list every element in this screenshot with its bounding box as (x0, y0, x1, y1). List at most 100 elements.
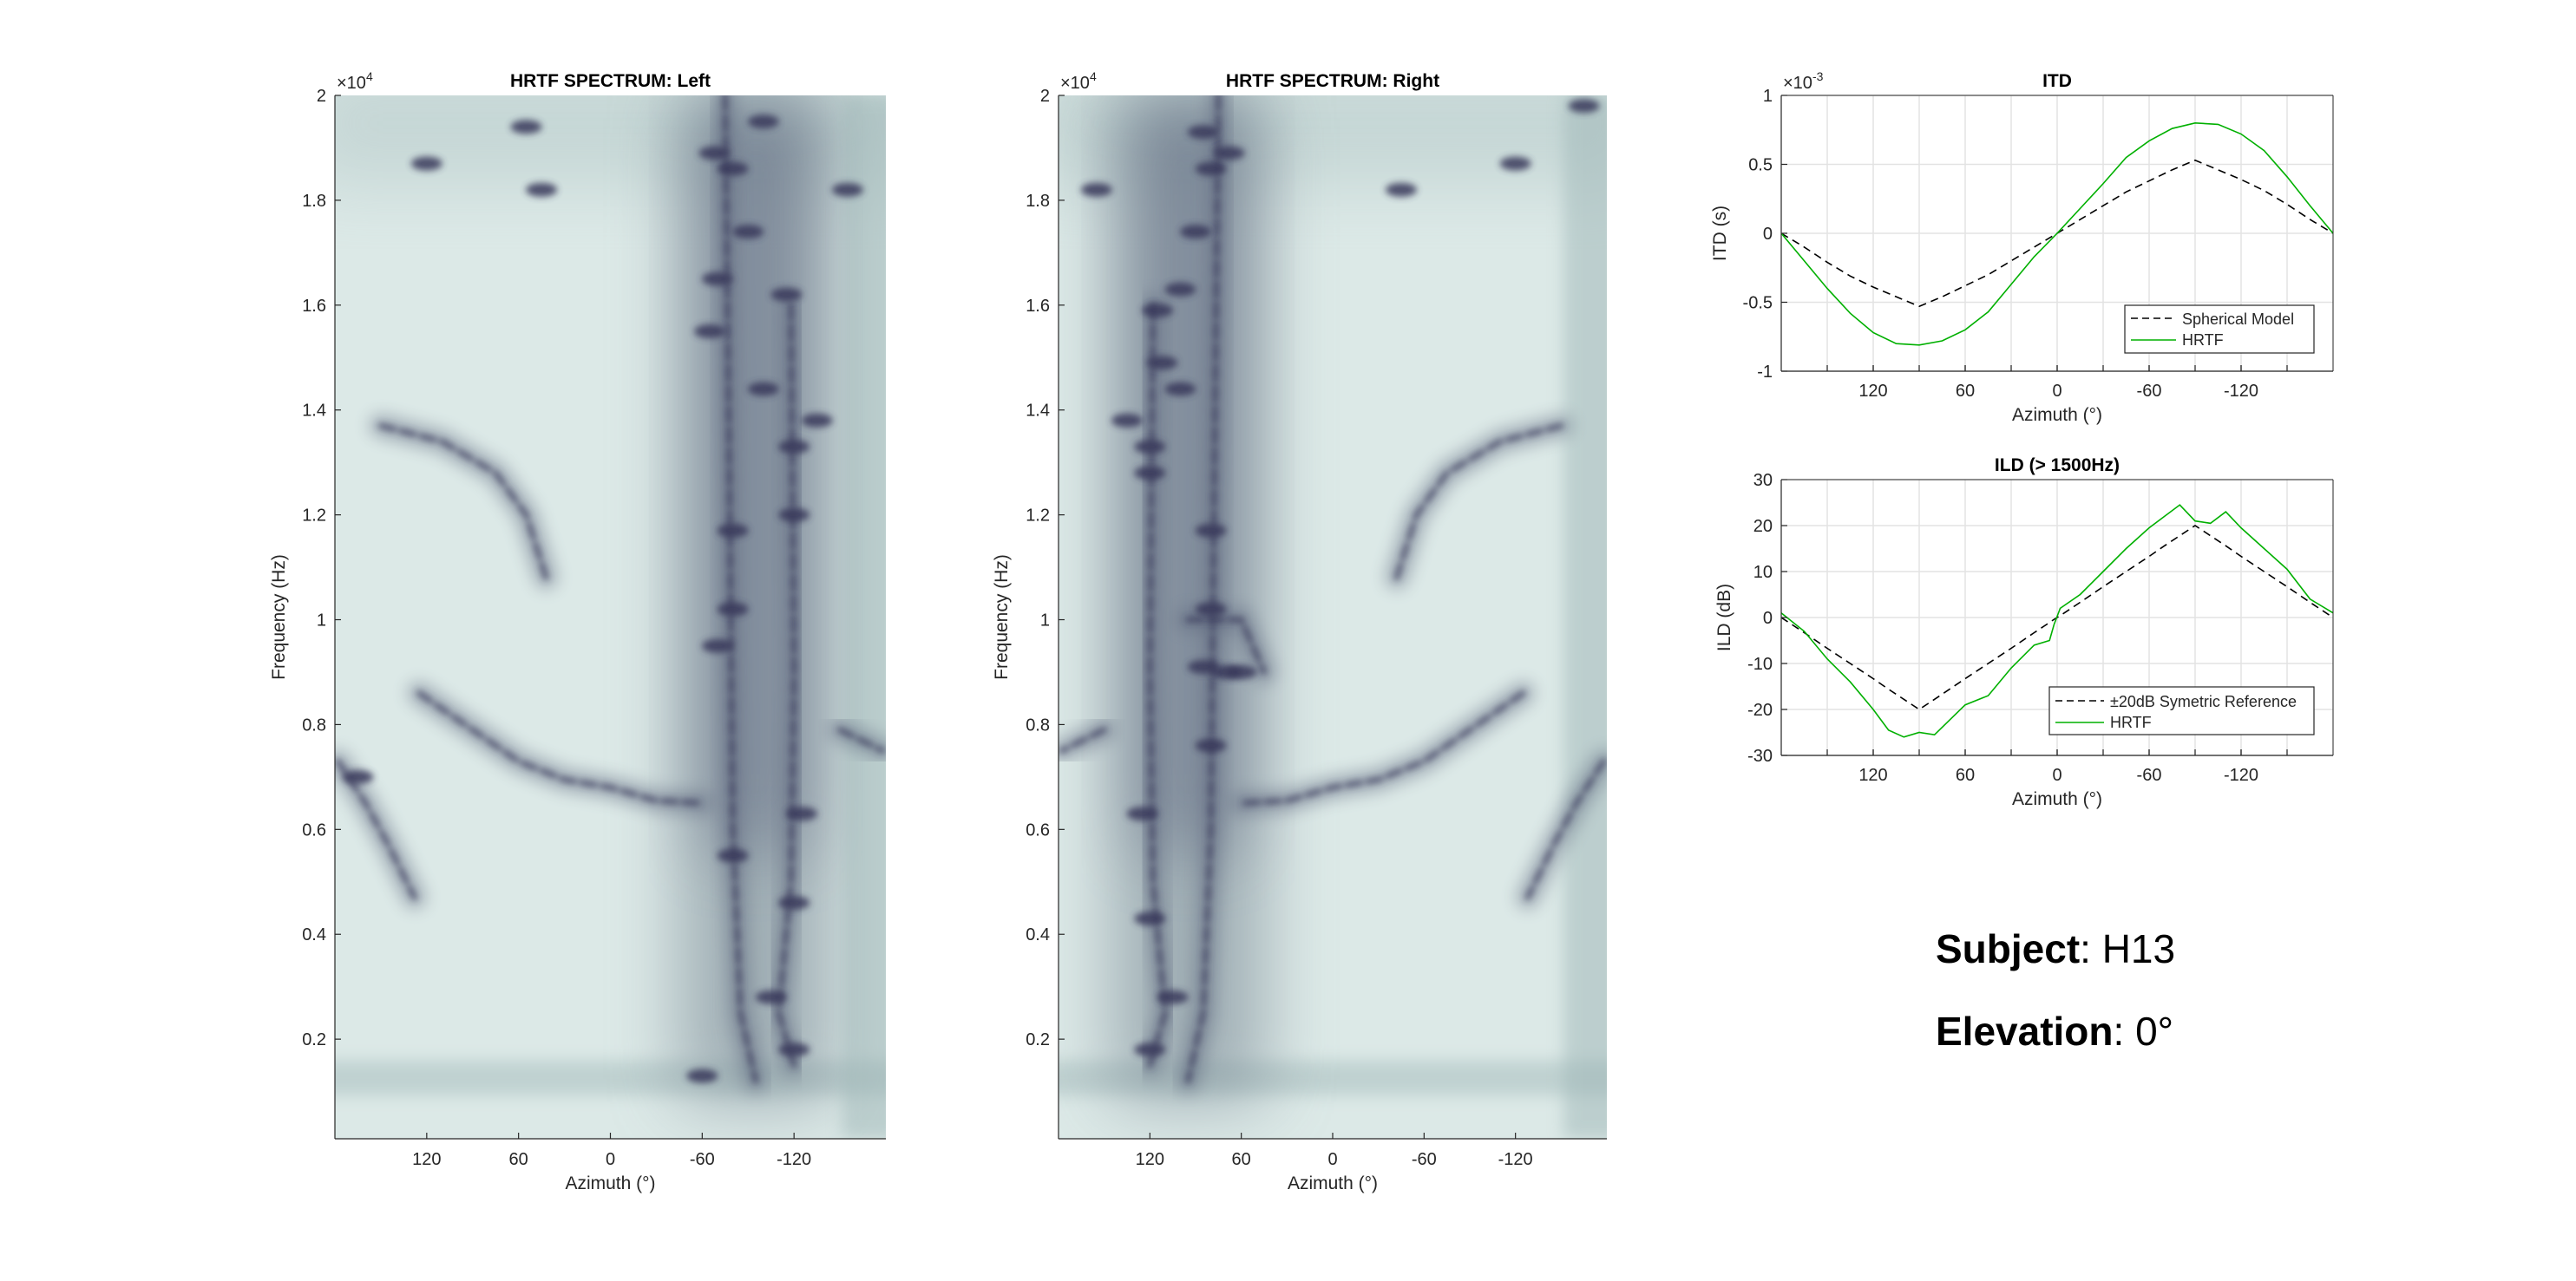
series-group (1781, 504, 2333, 738)
notch-spot (732, 225, 764, 239)
notch-spot (694, 324, 726, 339)
y-tick-label: 10 (1753, 563, 1773, 582)
notch-spot (526, 182, 558, 197)
y-tick-label: 1.8 (1026, 192, 1050, 211)
notch-spot (1187, 659, 1219, 674)
legend-entry: Spherical Model (2182, 310, 2294, 328)
y-tick-label: 0.6 (1026, 820, 1050, 840)
notch-spot (410, 156, 442, 171)
notch-spot (1126, 807, 1158, 821)
notch-spot (1146, 356, 1178, 370)
x-axis-label: Azimuth (°) (1288, 1173, 1378, 1193)
notch-track (1393, 422, 1564, 581)
notch-spot (1568, 99, 1600, 114)
x-tick-label: -120 (2224, 382, 2258, 401)
x-tick-label: 120 (1858, 766, 1887, 785)
itd-chart: 120 60 0 -60 -120 -1 -0.5 0 0.5 1 ITD Azimuth (°) IT… (1710, 69, 2334, 425)
subject-label: Subject (1936, 926, 2080, 971)
notch-spot (1164, 282, 1196, 297)
notch-spot (1111, 413, 1143, 428)
y-tick-label: 0.2 (302, 1030, 326, 1049)
chart-title: HRTF SPECTRUM: Right (1226, 71, 1439, 91)
exponent-base: ×10 (337, 74, 366, 93)
subject-info: Subject: H13 (1936, 926, 2175, 971)
x-tick-label: 60 (1232, 1150, 1251, 1169)
y-exponent-label: ×10-3 (1783, 69, 1824, 93)
notch-spot (717, 523, 749, 538)
notch-spot (717, 848, 749, 863)
y-tick-label: -0.5 (1743, 294, 1773, 313)
series-line-hrtf (1781, 504, 2333, 738)
exponent-power: 4 (1090, 69, 1097, 83)
notch-spot (1134, 440, 1166, 454)
notch-spot (801, 413, 833, 428)
notch-spot (1180, 225, 1211, 239)
notch-spot (778, 1042, 810, 1057)
heatmap (335, 95, 886, 1139)
y-tick-label: 1 (1763, 87, 1773, 106)
y-axis-label: ITD (s) (1710, 206, 1730, 261)
x-axis-label: Azimuth (°) (565, 1173, 655, 1193)
x-tick-label: 60 (1956, 766, 1975, 785)
notch-spot (701, 638, 733, 653)
y-tick-label: -10 (1747, 655, 1773, 674)
y-tick-label: 1.8 (302, 192, 326, 211)
chart-title: ILD (> 1500Hz) (1995, 455, 2120, 475)
y-tick-label: 1.4 (302, 402, 326, 421)
exponent-base: ×10 (1783, 74, 1812, 93)
x-tick-label: 0 (2052, 382, 2061, 401)
y-tick-label: 0.4 (1026, 925, 1050, 944)
legend-entry: HRTF (2110, 714, 2152, 731)
x-axis-label: Azimuth (°) (2012, 789, 2102, 809)
y-tick-label: -1 (1757, 363, 1773, 382)
x-tick-label: -120 (777, 1150, 811, 1169)
series-group (1781, 121, 2333, 346)
notch-track (722, 95, 759, 1084)
notch-track (1238, 690, 1526, 807)
notch-spot (747, 382, 779, 396)
elevation-value: : 0° (2114, 1009, 2174, 1054)
y-tick-label: 1.2 (302, 507, 326, 526)
notch-spot (1195, 602, 1227, 617)
y-tick-label: 0.6 (302, 820, 326, 840)
notch-spot (698, 146, 731, 160)
exponent-power: -3 (1812, 69, 1824, 83)
chart-title: HRTF SPECTRUM: Left (510, 71, 711, 91)
left-chart: 120 60 0 -60 -120 0.2 0.4 0.6 0.8 1 1.2 1.4 1.6 1.8 2 H… (269, 69, 886, 1193)
x-tick-label: -120 (1498, 1150, 1533, 1169)
notch-spot (1213, 146, 1245, 160)
y-tick-label: 1.6 (1026, 297, 1050, 316)
x-tick-label: -120 (2224, 766, 2258, 785)
notch-track (1524, 758, 1607, 900)
heatmap (1059, 95, 1607, 1139)
x-tick-label: 120 (412, 1150, 441, 1169)
notch-spot (785, 807, 817, 821)
legend-box (2048, 686, 2315, 735)
notch-spot (1195, 523, 1227, 538)
notch-spot (778, 895, 810, 910)
y-tick-label: 0.5 (1748, 156, 1773, 175)
notch-track (1059, 727, 1107, 754)
y-exponent-label: ×104 (1060, 69, 1097, 93)
subject-value: : H13 (2080, 926, 2175, 971)
notch-spot (1164, 382, 1196, 396)
x-tick-label: -60 (2137, 766, 2162, 785)
y-tick-label: 1 (317, 611, 326, 631)
notch-spot (1134, 912, 1166, 926)
y-tick-label: 1.4 (1026, 402, 1050, 421)
x-axis-label: Azimuth (°) (2012, 405, 2102, 425)
y-tick-label: 0 (1763, 225, 1773, 244)
x-tick-label: 120 (1858, 382, 1887, 401)
itd-legend: Spherical Model HRTF (2124, 304, 2315, 354)
y-axis-label: ILD (dB) (1714, 584, 1734, 651)
notch-spot (778, 440, 810, 454)
notch-spot (510, 120, 542, 134)
exponent-base: ×10 (1060, 74, 1090, 93)
y-tick-label: -30 (1747, 747, 1773, 766)
notch-track (1185, 95, 1222, 1084)
notch-spot (342, 769, 374, 784)
y-tick-label: 30 (1753, 471, 1773, 490)
notch-track (1185, 617, 1267, 675)
notch-spot (770, 287, 803, 302)
notch-track (377, 422, 549, 581)
